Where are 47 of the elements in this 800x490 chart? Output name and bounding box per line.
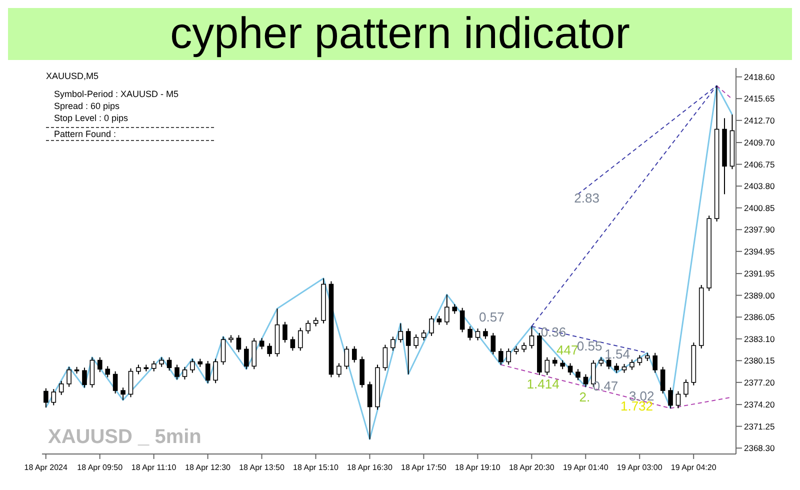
annotation: XAUUSD,M5: [46, 70, 100, 82]
x-tick-label: 18 Apr 2024: [24, 463, 68, 472]
annotation: 1.414: [526, 376, 560, 392]
y-tick-label: 2409.70: [744, 138, 775, 148]
y-tick-label: 2380.15: [744, 356, 775, 366]
y-tick-label: 2403.80: [744, 181, 775, 192]
y-tick-label: 2415.65: [744, 94, 775, 104]
y-tick-label: 2371.25: [744, 421, 775, 432]
y-tick-label: 2383.10: [744, 334, 775, 344]
annotation: XAUUSD _ 5min: [48, 426, 202, 449]
annotation: 0.47: [592, 378, 618, 394]
y-tick-label: 2418.60: [744, 72, 775, 82]
x-tick-label: 18 Apr 15:10: [293, 463, 339, 472]
x-tick-label: 18 Apr 20:30: [508, 463, 555, 472]
y-tick-label: 2368.30: [744, 443, 775, 454]
y-tick-label: 2374.20: [744, 400, 775, 410]
x-tick-label: 18 Apr 12:30: [185, 463, 232, 472]
y-tick-label: 2389.00: [744, 290, 775, 300]
x-tick-label: 18 Apr 11:10: [131, 463, 177, 472]
y-tick-label: 2400.85: [744, 202, 775, 213]
y-tick-label: 2397.90: [744, 224, 775, 235]
annotation: 447: [556, 342, 578, 358]
annotation: Pattern Found :: [46, 127, 214, 141]
annotation: 0.55: [576, 338, 602, 354]
x-tick-label: 18 Apr 13:50: [239, 463, 285, 472]
y-tick-label: 2386.05: [744, 312, 775, 322]
x-tick-label: 18 Apr 19:10: [454, 463, 501, 472]
y-tick-label: 2377.20: [744, 377, 775, 388]
annotation: Symbol-Period : XAUUSD - M5: [53, 88, 180, 100]
y-tick-label: 2406.75: [744, 159, 775, 170]
annotation: 1.54: [604, 346, 630, 362]
y-tick-label: 2412.70: [744, 115, 775, 126]
annotation: Spread : 60 pips: [53, 100, 121, 112]
annotation: 2.83: [574, 190, 600, 206]
x-tick-label: 19 Apr 04:20: [670, 463, 717, 472]
annotation: 2.: [579, 390, 590, 405]
annotation: Stop Level : 0 pips: [53, 112, 130, 124]
y-tick-label: 2391.95: [744, 268, 775, 279]
x-tick-label: 18 Apr 17:50: [401, 463, 447, 472]
x-tick-label: 18 Apr 16:30: [347, 463, 393, 472]
annotation: 0.57: [479, 309, 504, 324]
annotation: 0.36: [540, 324, 566, 340]
y-tick-label: 2394.95: [744, 246, 775, 256]
chart-title: cypher pattern indicator: [8, 8, 792, 60]
x-tick-label: 19 Apr 01:40: [562, 463, 609, 472]
x-tick-label: 18 Apr 09:50: [77, 463, 124, 472]
x-tick-label: 19 Apr 03:00: [616, 463, 663, 472]
